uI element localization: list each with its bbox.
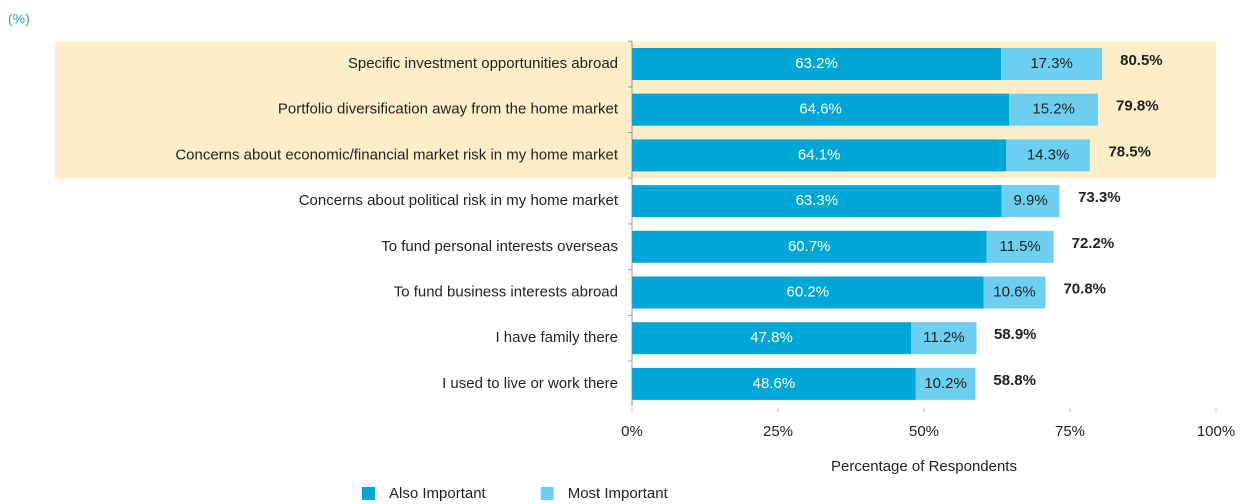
value-label: 17.3% [1030, 55, 1073, 72]
value-label: 60.7% [788, 238, 831, 255]
bar-segment [911, 322, 977, 355]
bar-segment [1001, 185, 1060, 218]
total-label: 73.3% [1078, 189, 1121, 206]
value-label: 11.2% [923, 329, 964, 346]
category-label: Concerns about political risk in my home… [299, 192, 619, 209]
bar-segment [983, 276, 1046, 309]
legend-label: Also Important [389, 485, 487, 502]
value-label: 63.2% [795, 55, 838, 72]
legend-swatch [540, 487, 554, 500]
category-label: To fund business interests abroad [394, 283, 618, 300]
bar-segment [632, 230, 987, 263]
x-tick-label: 75% [1055, 423, 1085, 440]
bar-segment [632, 367, 916, 400]
total-label: 72.2% [1072, 235, 1115, 252]
total-label: 79.8% [1116, 98, 1159, 115]
bar-segment [632, 139, 1007, 172]
value-label: 63.3% [796, 192, 839, 209]
total-label: 58.9% [994, 326, 1037, 343]
x-axis-title: Percentage of Respondents [831, 458, 1017, 475]
value-label: 15.2% [1032, 101, 1075, 118]
value-label: 64.1% [798, 146, 841, 163]
value-label: 11.5% [999, 238, 1040, 255]
total-label: 80.5% [1120, 52, 1163, 69]
value-label: 14.3% [1027, 146, 1070, 163]
bar-segment [632, 48, 1002, 80]
value-label: 64.6% [799, 101, 842, 118]
category-label: To fund personal interests overseas [381, 238, 618, 255]
bar-segment [986, 230, 1054, 263]
bar-segment [632, 276, 984, 309]
value-label: 9.9% [1013, 192, 1047, 209]
bar-segment [1009, 93, 1099, 126]
bar-segment [632, 322, 912, 355]
value-label: 48.6% [753, 375, 796, 392]
legend-swatch [362, 487, 375, 500]
bar-segment [1006, 139, 1090, 172]
value-label: 10.2% [924, 375, 967, 392]
x-tick-label: 0% [621, 423, 643, 440]
bar-segment [632, 185, 1002, 218]
value-label: 47.8% [750, 329, 793, 346]
x-tick-label: 100% [1197, 423, 1235, 440]
category-label: I used to live or work there [442, 375, 618, 392]
category-label: Portfolio diversification away from the … [278, 101, 619, 118]
total-label: 70.8% [1063, 280, 1106, 297]
x-tick-label: 50% [909, 423, 939, 440]
bar-segment [915, 367, 976, 400]
bar-segment [1001, 48, 1103, 80]
category-label: Specific investment opportunities abroad [348, 55, 618, 72]
value-label: 10.6% [993, 283, 1036, 300]
x-tick-label: 25% [763, 423, 793, 440]
value-label: 60.2% [787, 283, 830, 300]
bar-segment [632, 93, 1010, 126]
category-label: I have family there [495, 329, 618, 346]
unit-label: (%) [8, 11, 30, 27]
category-label: Concerns about economic/financial market… [175, 146, 619, 163]
total-label: 78.5% [1108, 143, 1151, 160]
total-label: 58.8% [993, 372, 1036, 389]
legend-label: Most Important [568, 485, 669, 502]
